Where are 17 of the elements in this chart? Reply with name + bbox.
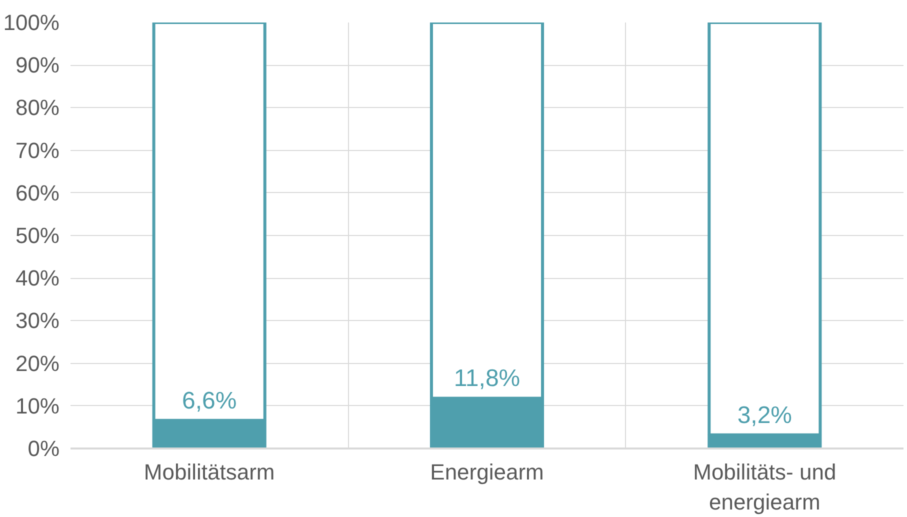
data-label: 6,6% [182, 387, 237, 414]
y-tick-label: 100% [3, 10, 60, 35]
y-tick-label: 10% [15, 393, 60, 418]
x-tick-label: Mobilitäts- und energiearm [693, 460, 836, 514]
y-tick-label: 70% [15, 138, 60, 163]
y-tick-label: 80% [15, 95, 60, 120]
y-tick-label: 50% [15, 223, 60, 248]
y-tick-label: 0% [28, 436, 60, 461]
data-label: 11,8% [454, 365, 520, 392]
x-tick-label: Mobilitätsarm [144, 460, 275, 484]
x-tick-label: Energiearm [430, 460, 544, 484]
y-tick-label: 30% [15, 308, 60, 334]
y-tick-label: 20% [15, 350, 60, 376]
data-label: 3,2% [737, 402, 792, 429]
y-tick-label: 40% [15, 266, 60, 291]
y-tick-label: 90% [15, 52, 60, 78]
y-tick-label: 60% [15, 180, 60, 206]
